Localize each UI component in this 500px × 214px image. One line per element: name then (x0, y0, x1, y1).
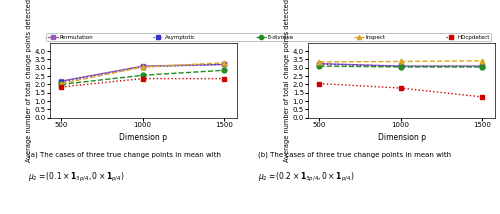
Text: $\mu_2 = (0.1 \times \mathbf{1}_{3p/4}, 0 \times \mathbf{1}_{p/4})$: $\mu_2 = (0.1 \times \mathbf{1}_{3p/4}, … (28, 171, 124, 184)
X-axis label: Dimension p: Dimension p (378, 133, 426, 143)
X-axis label: Dimension p: Dimension p (120, 133, 168, 143)
Legend: Permutation, Asymptotic, E-divisive, Inspect, HDcpdetect: Permutation, Asymptotic, E-divisive, Ins… (46, 33, 492, 41)
Y-axis label: Average number of total change points detected: Average number of total change points de… (284, 0, 290, 162)
Text: $\mu_2 = (0.2 \times \mathbf{1}_{3p/4}, 0 \times \mathbf{1}_{p/4})$: $\mu_2 = (0.2 \times \mathbf{1}_{3p/4}, … (258, 171, 354, 184)
Text: (a) The cases of three true change points in mean with: (a) The cases of three true change point… (28, 152, 220, 158)
Text: (b) The cases of three true change points in mean with: (b) The cases of three true change point… (258, 152, 450, 158)
Y-axis label: Average number of total change points detected: Average number of total change points de… (26, 0, 32, 162)
